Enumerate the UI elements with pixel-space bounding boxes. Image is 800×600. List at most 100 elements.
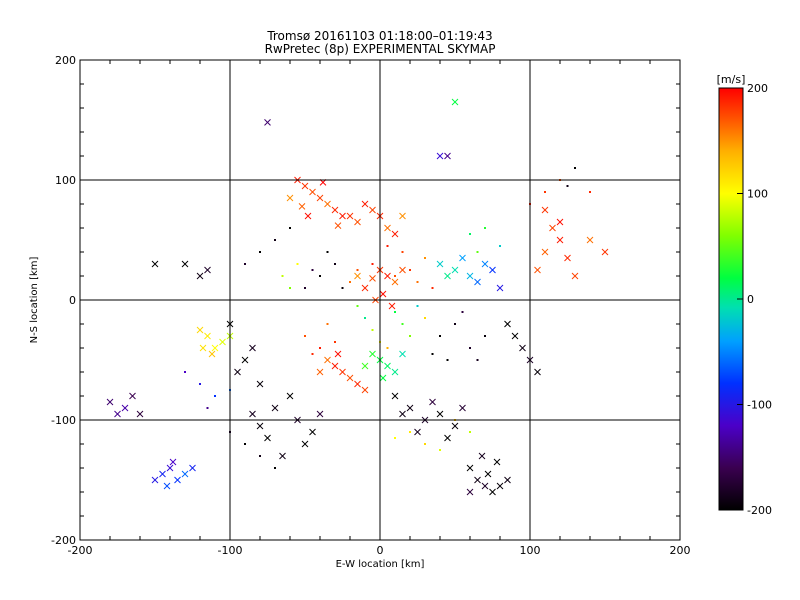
data-point-stroke: [298, 203, 306, 210]
data-point-dot: [589, 191, 591, 193]
data-point-x: [549, 224, 556, 232]
data-point-dot: [349, 281, 351, 283]
data-point-dot: [394, 275, 396, 277]
data-point-stroke: [114, 410, 121, 418]
data-point-stroke: [121, 404, 129, 412]
data-point-dot: [461, 311, 464, 313]
data-point-stroke: [346, 212, 354, 220]
data-point-dot: [394, 437, 396, 439]
x-tick-label: -200: [68, 544, 93, 557]
data-point-stroke: [474, 278, 481, 286]
data-point-x: [316, 410, 324, 418]
data-point-dot: [439, 449, 441, 451]
data-point-stroke: [286, 194, 294, 202]
data-point-dot: [476, 359, 479, 361]
data-point-stroke: [391, 278, 399, 286]
data-point-stroke: [459, 254, 466, 262]
data-point-x: [564, 254, 571, 262]
data-point-x: [496, 284, 504, 292]
data-point-stroke: [151, 260, 159, 268]
data-point-x: [399, 212, 406, 220]
y-tick-label: -200: [51, 534, 76, 547]
data-point-x: [361, 386, 369, 394]
data-point-stroke: [234, 368, 241, 376]
data-point-x: [556, 218, 564, 226]
y-tick-label: 200: [55, 54, 76, 67]
colorbar-tick-label: 0: [747, 293, 754, 306]
data-point-dot: [386, 245, 389, 247]
data-point-dot: [431, 353, 434, 355]
data-point-dot: [304, 287, 306, 289]
data-point-dot: [326, 323, 329, 325]
data-point-x: [459, 404, 466, 412]
data-point-stroke: [181, 470, 189, 478]
data-point-x: [451, 422, 459, 430]
data-point-stroke: [301, 182, 309, 190]
data-point-x: [339, 212, 346, 220]
data-point-x: [444, 434, 451, 442]
data-point-x: [444, 152, 451, 160]
data-point-stroke: [451, 422, 459, 430]
data-point-dot: [401, 323, 404, 325]
x-tick-label: 0: [377, 544, 384, 557]
data-point-stroke: [388, 302, 396, 310]
data-point-dot: [319, 347, 321, 349]
data-point-stroke: [241, 356, 249, 364]
data-point-x: [334, 222, 342, 229]
data-point-stroke: [519, 344, 526, 352]
data-point-stroke: [504, 476, 511, 484]
data-point-stroke: [489, 488, 496, 496]
data-point-stroke: [399, 350, 406, 358]
data-point-dot: [214, 395, 216, 397]
data-point-stroke: [541, 248, 549, 256]
data-point-stroke: [271, 404, 279, 412]
data-point-stroke: [204, 332, 211, 340]
data-point-dot: [409, 431, 411, 433]
data-point-x: [466, 272, 474, 280]
data-point-stroke: [384, 272, 391, 280]
data-point-x: [151, 476, 159, 484]
data-point-x: [309, 428, 316, 436]
data-point-dot: [431, 287, 434, 289]
data-point-x: [481, 482, 489, 490]
data-point-x: [219, 338, 226, 346]
data-point-x: [316, 368, 324, 376]
data-point-x: [361, 362, 369, 370]
data-point-stroke: [286, 392, 294, 400]
data-point-x: [339, 368, 346, 376]
data-point-stroke: [256, 380, 264, 388]
data-point-x: [541, 206, 549, 214]
data-point-x: [478, 452, 486, 460]
data-point-stroke: [444, 272, 451, 280]
data-point-x: [334, 350, 342, 358]
data-point-stroke: [199, 344, 207, 352]
data-point-dot: [416, 305, 419, 307]
data-point-x: [286, 392, 294, 400]
data-point-dot: [356, 305, 359, 307]
data-point-dot: [566, 185, 569, 187]
data-point-x: [234, 368, 241, 376]
data-point-x: [451, 266, 459, 274]
data-point-x: [121, 404, 129, 412]
data-point-x: [271, 404, 279, 412]
data-point-dot: [281, 275, 284, 277]
data-point-stroke: [106, 398, 114, 406]
colorbar-ticks: 200 100 0 -100 -200: [737, 82, 772, 517]
colorbar-label: [m/s]: [717, 73, 746, 86]
data-point-x: [601, 248, 609, 256]
data-point-dot: [424, 443, 426, 445]
y-tick-label: 100: [55, 174, 76, 187]
data-point-x: [369, 350, 376, 358]
data-point-x: [181, 470, 189, 478]
data-point-stroke: [549, 224, 556, 232]
data-point-x: [489, 266, 496, 274]
y-axis-label: N-S location [km]: [29, 257, 40, 344]
data-point-dot: [386, 347, 389, 349]
data-point-dot: [296, 263, 299, 265]
data-point-stroke: [504, 320, 511, 328]
data-point-stroke: [129, 392, 136, 400]
data-point-stroke: [451, 266, 459, 274]
data-point-stroke: [211, 344, 219, 352]
data-point-stroke: [169, 458, 177, 466]
data-point-x: [489, 488, 496, 496]
